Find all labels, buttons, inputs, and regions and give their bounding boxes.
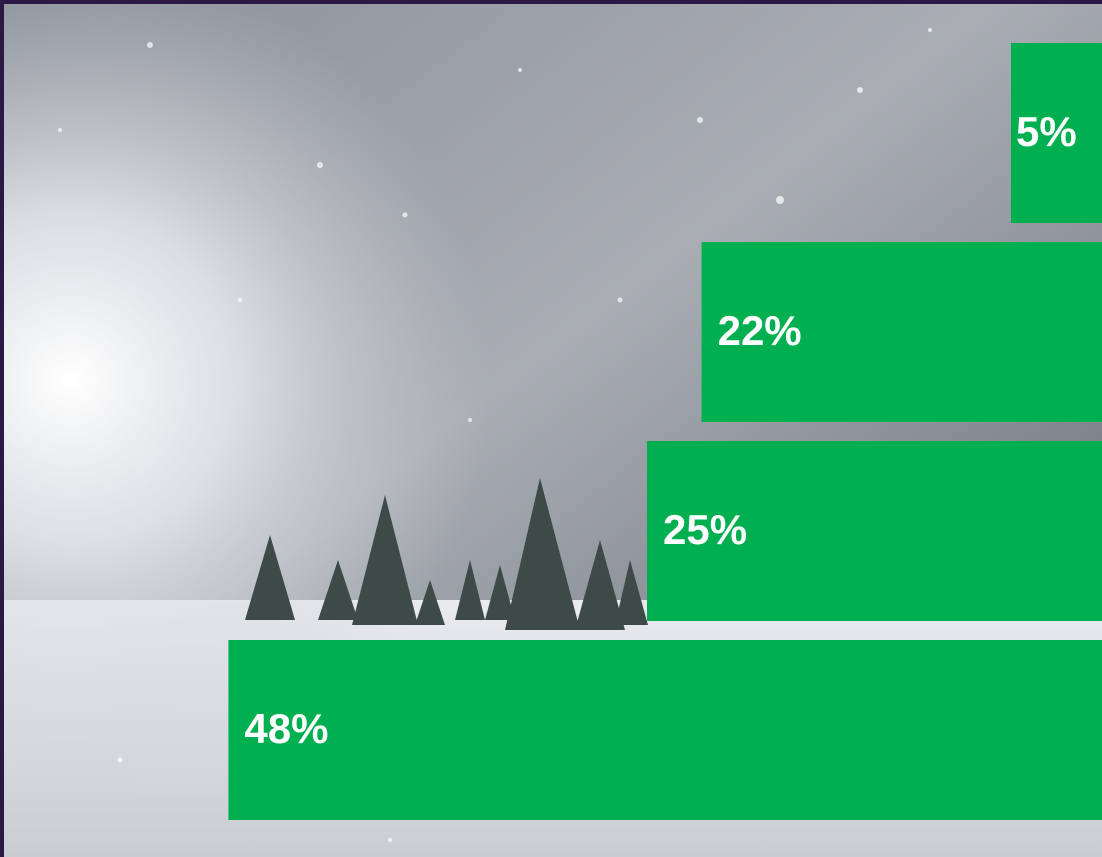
- page: {"chart_data": {"type": "bar", "values":…: [0, 0, 1102, 857]
- chart: 5% 22% 25% 48%: [0, 0, 1102, 857]
- bar: [228, 640, 1102, 820]
- value-label: 22%: [718, 307, 802, 354]
- value-label: 25%: [663, 506, 747, 553]
- value-label: 5%: [1016, 108, 1077, 155]
- value-label: 48%: [244, 705, 328, 752]
